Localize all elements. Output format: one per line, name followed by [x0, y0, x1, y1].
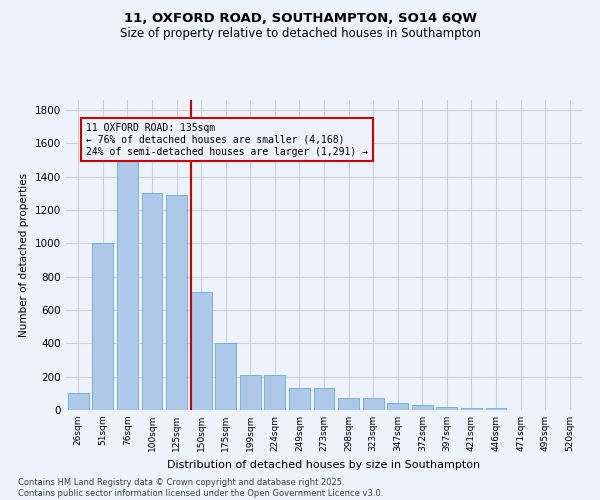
Text: Contains HM Land Registry data © Crown copyright and database right 2025.
Contai: Contains HM Land Registry data © Crown c…: [18, 478, 383, 498]
Y-axis label: Number of detached properties: Number of detached properties: [19, 173, 29, 337]
Bar: [412, 405, 433, 410]
Bar: [314, 388, 334, 410]
Bar: [92, 244, 113, 410]
Text: Size of property relative to detached houses in Southampton: Size of property relative to detached ho…: [119, 28, 481, 40]
Bar: [436, 406, 457, 410]
Text: 11 OXFORD ROAD: 135sqm
← 76% of detached houses are smaller (4,168)
24% of semi-: 11 OXFORD ROAD: 135sqm ← 76% of detached…: [86, 124, 368, 156]
Bar: [68, 394, 89, 410]
Bar: [240, 375, 261, 410]
Bar: [362, 398, 383, 410]
Bar: [265, 375, 286, 410]
Bar: [142, 194, 163, 410]
Bar: [338, 398, 359, 410]
Bar: [117, 160, 138, 410]
Bar: [215, 344, 236, 410]
Bar: [485, 408, 506, 410]
X-axis label: Distribution of detached houses by size in Southampton: Distribution of detached houses by size …: [167, 460, 481, 469]
Bar: [191, 292, 212, 410]
Bar: [289, 388, 310, 410]
Bar: [387, 404, 408, 410]
Bar: [461, 408, 482, 410]
Text: 11, OXFORD ROAD, SOUTHAMPTON, SO14 6QW: 11, OXFORD ROAD, SOUTHAMPTON, SO14 6QW: [124, 12, 476, 26]
Bar: [166, 195, 187, 410]
